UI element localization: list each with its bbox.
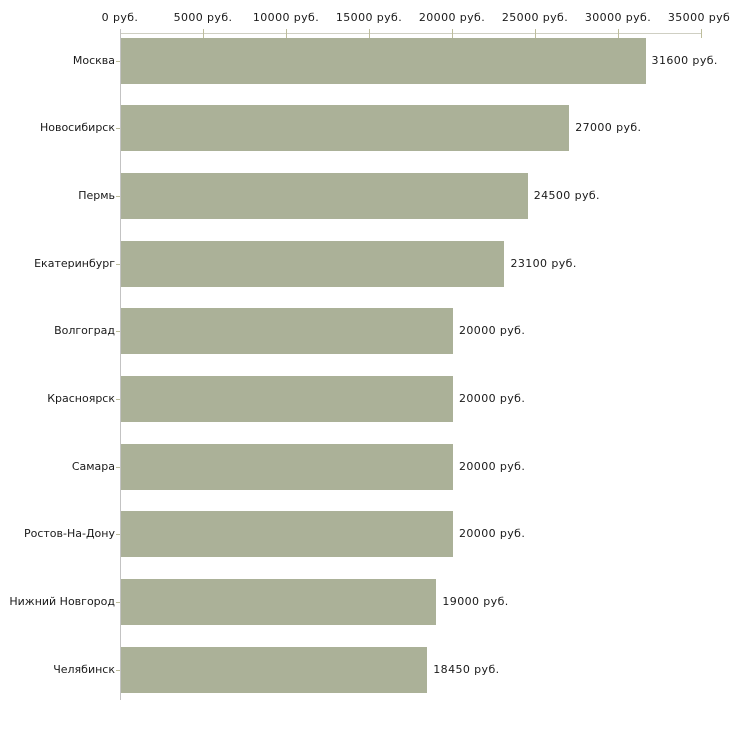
y-axis-tick-mark — [116, 466, 120, 468]
x-axis-tick-label: 10000 руб. — [252, 11, 320, 24]
x-axis-tick-label: 35000 руб. — [667, 11, 730, 24]
x-axis-tick-mark — [618, 29, 619, 38]
x-axis-line — [120, 33, 702, 34]
y-axis-tick-mark — [116, 669, 120, 671]
category-label: Самара — [71, 459, 115, 473]
value-label: 24500 руб. — [533, 188, 600, 202]
bar-10 — [121, 646, 428, 693]
x-axis-tick-mark — [535, 29, 536, 38]
bar-3 — [121, 172, 528, 219]
category-label: Красноярск — [47, 392, 115, 405]
category-label: Екатеринбург — [34, 256, 115, 270]
x-axis-tick-label: 20000 руб. — [418, 11, 486, 24]
category-label: Ростов-На-Дону — [23, 527, 115, 541]
value-label: 27000 руб. — [575, 121, 642, 135]
y-axis-tick-mark — [116, 195, 120, 197]
bar-1 — [121, 37, 646, 84]
value-label: 18450 руб. — [433, 662, 500, 676]
bar-2 — [121, 105, 570, 152]
category-label: Челябинск — [53, 662, 115, 676]
category-label: Нижний Новгород — [9, 595, 115, 609]
y-axis-tick-mark — [116, 534, 120, 536]
value-label: 20000 руб. — [459, 324, 526, 338]
y-axis-tick-mark — [116, 128, 120, 130]
y-axis-tick-mark — [116, 399, 120, 400]
y-axis-tick-mark — [116, 263, 120, 265]
value-label: 20000 руб. — [459, 392, 526, 405]
x-axis-tick-label: 5000 руб. — [173, 11, 233, 24]
value-label: 31600 руб. — [651, 53, 718, 67]
y-axis-line — [120, 29, 121, 700]
x-axis-tick-label: 15000 руб. — [335, 11, 403, 24]
bar-8 — [121, 511, 453, 558]
category-label: Москва — [72, 53, 115, 67]
x-axis-tick-mark — [203, 29, 204, 38]
value-label: 20000 руб. — [459, 459, 526, 473]
bar-7 — [121, 443, 453, 490]
bar-9 — [121, 579, 437, 626]
y-axis-tick-mark — [116, 331, 120, 333]
bar-5 — [121, 308, 453, 355]
x-axis-tick-label: 30000 руб. — [584, 11, 652, 24]
value-label: 19000 руб. — [442, 595, 509, 609]
bar-4 — [121, 240, 505, 287]
category-label: Пермь — [78, 188, 115, 202]
x-axis-tick-mark — [701, 29, 702, 38]
y-axis-tick-mark — [116, 60, 120, 62]
y-axis-tick-mark — [116, 602, 120, 604]
x-axis-tick-label: 0 руб. — [101, 11, 139, 24]
category-label: Новосибирск — [39, 121, 115, 135]
x-axis-tick-mark — [452, 29, 453, 38]
x-axis-tick-mark — [369, 29, 370, 38]
category-label: Волгоград — [54, 324, 115, 338]
bar-6 — [121, 376, 453, 422]
value-label: 23100 руб. — [510, 256, 577, 270]
value-label: 20000 руб. — [459, 527, 526, 541]
x-axis-tick-mark — [286, 29, 287, 38]
x-axis-tick-label: 25000 руб. — [501, 11, 569, 24]
